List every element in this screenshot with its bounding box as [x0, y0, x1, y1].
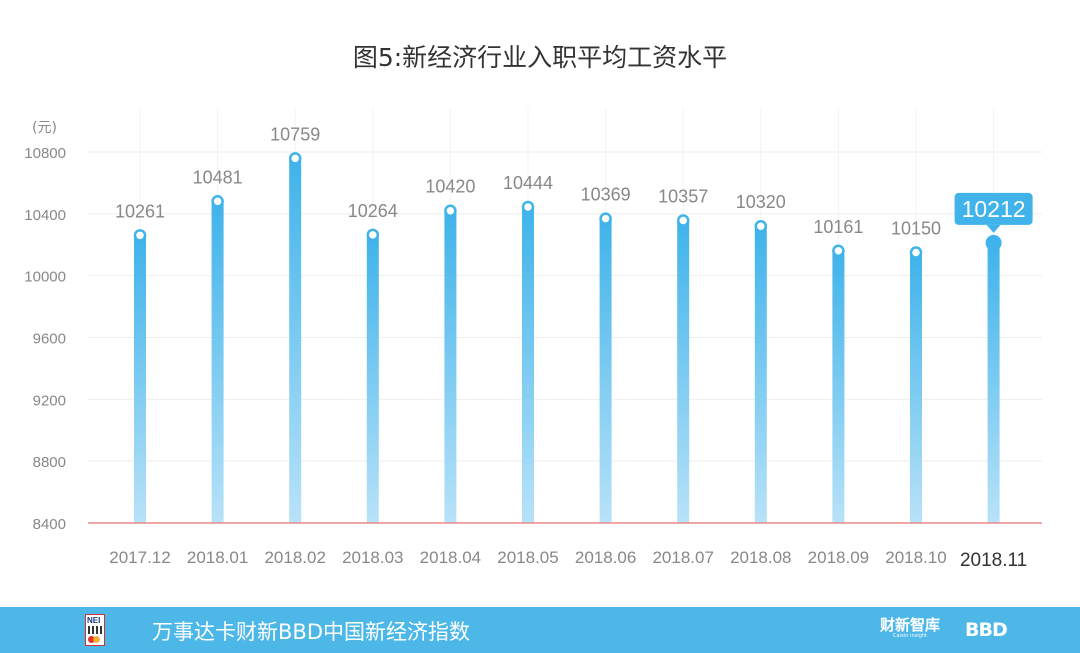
- data-label: 10420: [425, 177, 475, 197]
- x-tick-label: 2018.01: [187, 548, 248, 567]
- bar: [134, 235, 146, 523]
- bar: [910, 252, 922, 523]
- data-point: [211, 195, 224, 208]
- bbd-logo: BBD: [965, 619, 1008, 641]
- data-label: 10357: [658, 186, 708, 206]
- data-label: 10264: [348, 201, 398, 221]
- data-point: [288, 152, 302, 165]
- x-tick-label: 2018.03: [342, 548, 403, 567]
- caixin-insight-logo: 财新智库 Caixin Insight: [880, 617, 940, 639]
- data-point: [754, 219, 768, 233]
- data-point: [133, 229, 147, 242]
- nei-logo-text: NEI: [87, 616, 101, 625]
- nei-logo: NEI: [85, 614, 105, 646]
- bar: [522, 207, 534, 523]
- x-tick-label: 2018.07: [652, 548, 713, 567]
- footer-banner: NEI 万事达卡财新BBD中国新经济指数 财新智库 Caixin Insight…: [0, 607, 1080, 653]
- bar: [289, 158, 302, 523]
- data-point: [444, 204, 457, 217]
- bar-chart: 8400 8800 9200 9600 10000 10400 10800 (元) 10261 2…: [24, 108, 1042, 571]
- data-label: 10150: [891, 218, 941, 238]
- data-label: 10444: [503, 173, 553, 193]
- data-label: 10161: [813, 217, 863, 237]
- bar: [754, 226, 767, 523]
- bar: [832, 250, 845, 523]
- bar: [987, 242, 1000, 523]
- y-tick-label: 10400: [24, 207, 66, 224]
- y-tick-label: 8800: [33, 454, 66, 471]
- bar: [677, 220, 690, 524]
- x-tick-label: 2018.10: [885, 548, 946, 567]
- mastercard-icon-overlap: [93, 636, 100, 643]
- y-tick-label: 9600: [33, 331, 66, 348]
- x-tick-label: 2018.11: [960, 550, 1027, 571]
- data-label: 10261: [115, 201, 165, 221]
- data-label: 10481: [193, 167, 243, 187]
- caixin-insight-sub: Caixin Insight: [893, 633, 927, 639]
- mastercard-icon: [88, 636, 95, 643]
- x-tick-label: 2018.08: [730, 548, 791, 567]
- x-tick-label: 2017.12: [109, 548, 170, 567]
- y-axis-unit: (元): [32, 120, 57, 136]
- x-tick-label: 2018.09: [808, 548, 869, 567]
- bar: [211, 201, 224, 524]
- x-tick-label: 2018.02: [264, 548, 325, 567]
- y-tick-label: 10000: [24, 269, 66, 286]
- data-point: [676, 214, 690, 227]
- data-point: [599, 212, 612, 225]
- data-point: [909, 246, 923, 259]
- x-tick-label: 2018.06: [575, 548, 636, 567]
- y-tick-label: 8400: [33, 516, 66, 533]
- barcode-icon: [88, 626, 102, 634]
- y-tick-label: 9200: [33, 392, 66, 409]
- callout-pointer: [986, 224, 1001, 233]
- chart-title: 图5:新经济行业入职平均工资水平: [352, 43, 728, 72]
- bar: [599, 218, 612, 523]
- callout-box: [954, 192, 1033, 225]
- data-point: [521, 200, 535, 214]
- caixin-insight-name: 财新智库: [880, 616, 941, 634]
- x-tick-label: 2018.05: [497, 548, 558, 567]
- data-label: 10320: [736, 192, 786, 212]
- footer-title: 万事达卡财新BBD中国新经济指数: [152, 620, 470, 644]
- data-point: [366, 228, 380, 242]
- bar: [444, 210, 457, 523]
- data-label-highlight: 10212: [962, 196, 1026, 222]
- data-label: 10759: [270, 124, 320, 144]
- data-label: 10369: [581, 185, 631, 205]
- bar: [366, 234, 379, 523]
- y-tick-label: 10800: [24, 145, 66, 162]
- data-point-highlight: [985, 234, 1002, 251]
- x-tick-label: 2018.04: [420, 548, 481, 567]
- data-point: [832, 244, 845, 258]
